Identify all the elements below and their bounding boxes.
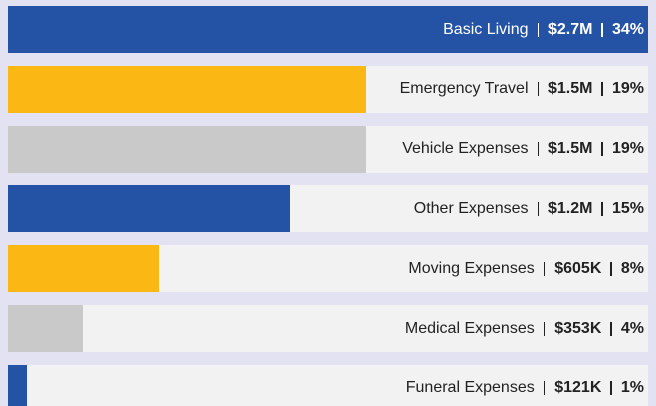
bar	[8, 185, 291, 233]
separator	[537, 201, 539, 216]
bar	[8, 6, 648, 53]
bar-row: Emergency Travel $1.5M 19%	[8, 65, 648, 113]
separator	[601, 142, 603, 157]
amount-label: $1.5M	[548, 80, 593, 98]
value-label: 8%	[620, 259, 644, 277]
amount-label: $353K	[554, 319, 602, 337]
category-label: Medical Expenses	[404, 319, 535, 337]
bar-row: Moving Expenses $605K 8%	[8, 245, 648, 293]
bar-row: Medical Expenses $353K 4%	[8, 305, 648, 352]
bar-row: Other Expenses $1.2M 15%	[8, 185, 648, 233]
separator	[610, 381, 612, 396]
bar-row: Vehicle Expenses $1.5M 19%	[8, 125, 648, 173]
separator	[601, 82, 603, 97]
value-label: 34%	[611, 20, 644, 38]
category-label: Emergency Travel	[399, 80, 529, 98]
bar-label: Vehicle Expenses $1.5M 19%	[402, 126, 644, 173]
bar	[8, 125, 366, 173]
separator	[610, 261, 612, 276]
bar	[8, 364, 27, 406]
bar	[8, 65, 366, 113]
separator	[537, 142, 539, 157]
bar-label: Moving Expenses $605K 8%	[408, 245, 644, 292]
category-label: Other Expenses	[413, 199, 529, 217]
bar-label: Emergency Travel $1.5M 19%	[400, 66, 644, 113]
category-label: Moving Expenses	[408, 259, 535, 277]
separator	[537, 22, 539, 37]
separator	[601, 22, 603, 37]
separator	[543, 381, 546, 396]
amount-label: $121K	[554, 379, 602, 397]
value-label: 4%	[620, 319, 644, 337]
bar-label: Medical Expenses $353K 4%	[405, 305, 644, 352]
separator	[610, 321, 612, 336]
category-label: Vehicle Expenses	[402, 140, 529, 158]
separator	[601, 201, 603, 216]
value-label: 19%	[611, 140, 644, 158]
amount-label: $2.7M	[548, 20, 593, 38]
bar-label: Basic Living $2.7M 34%	[443, 6, 644, 53]
bar-label: Other Expenses $1.2M 15%	[414, 185, 644, 232]
bar	[8, 305, 84, 352]
separator	[537, 82, 539, 97]
amount-label: $605K	[554, 259, 602, 277]
value-label: 15%	[611, 199, 644, 217]
category-label: Basic Living	[443, 20, 529, 38]
amount-label: $1.5M	[548, 140, 593, 158]
category-label: Funeral Expenses	[405, 379, 535, 397]
bar-row: Funeral Expenses $121K 1%	[8, 364, 648, 406]
separator	[543, 321, 546, 336]
bar-row: Basic Living $2.7M 34%	[8, 6, 648, 53]
separator	[543, 261, 546, 276]
bar-label: Funeral Expenses $121K 1%	[406, 365, 644, 406]
value-label: 19%	[611, 80, 644, 98]
amount-label: $1.2M	[548, 199, 593, 217]
value-label: 1%	[620, 379, 644, 397]
bar	[8, 245, 159, 293]
